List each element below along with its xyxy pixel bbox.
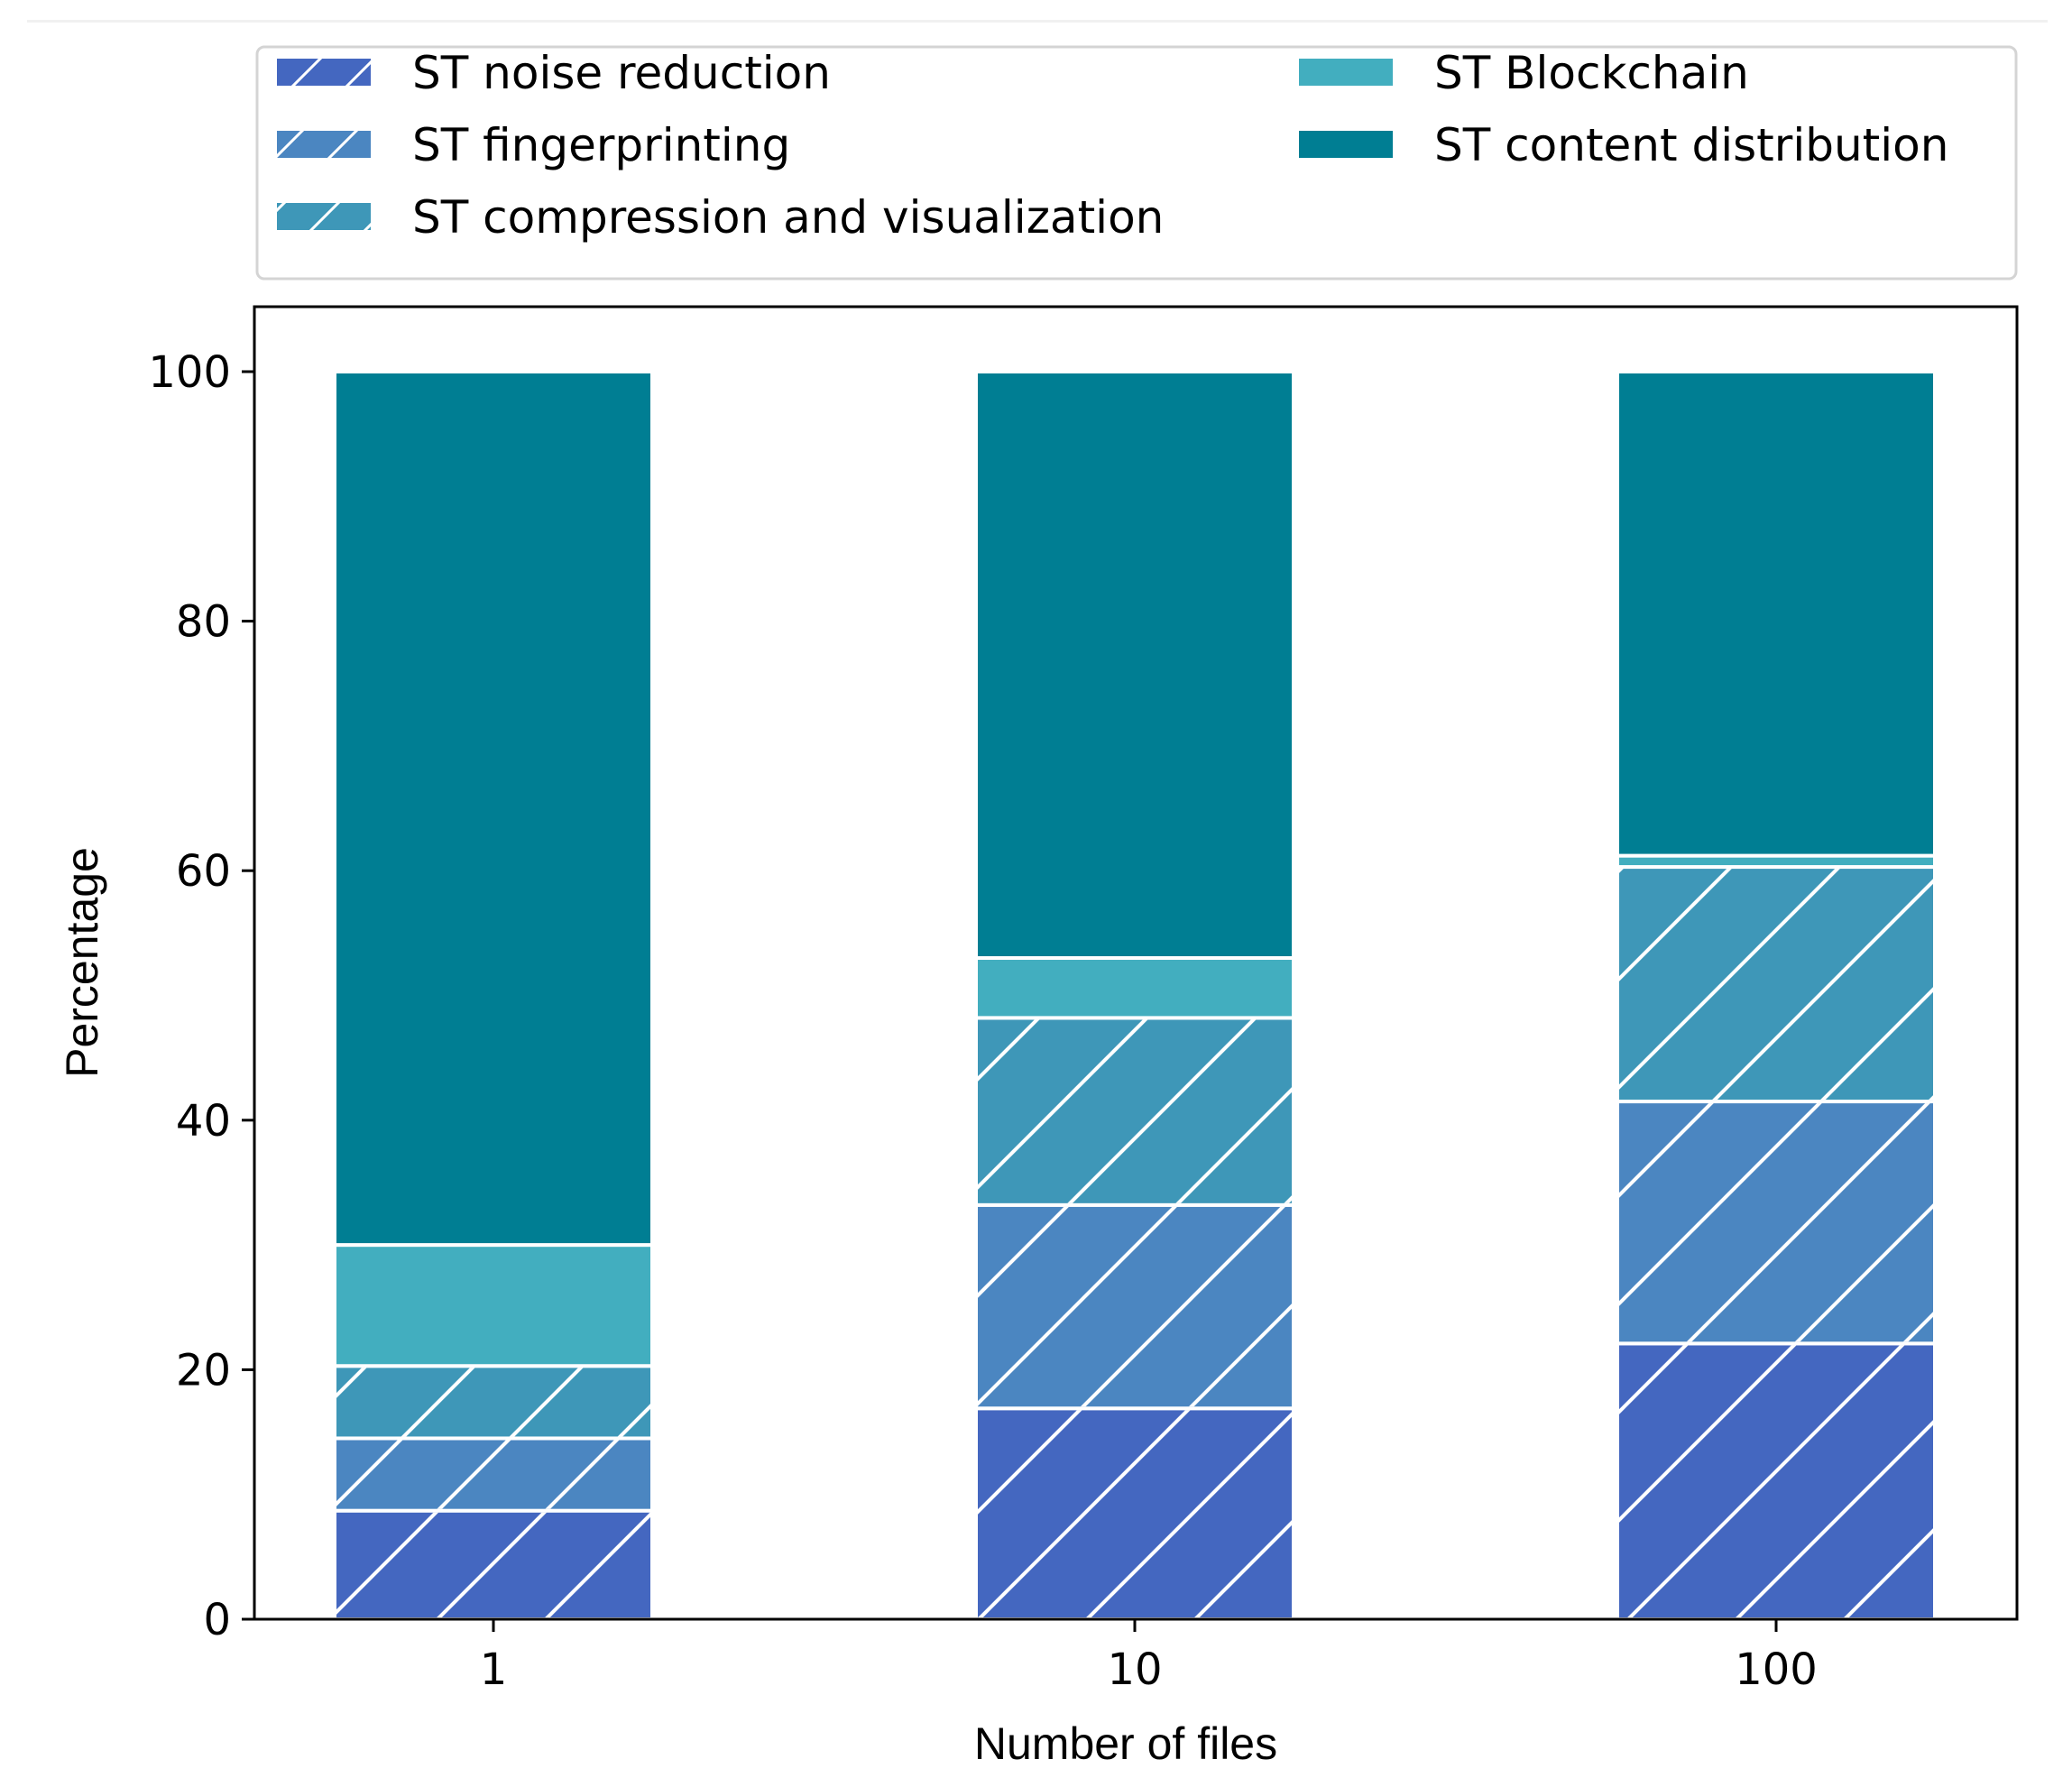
bar-hatch-st-fingerprinting-1 [336,1440,650,1509]
legend-swatch-hatch [277,203,371,230]
x-tick-label: 1 [480,1644,508,1695]
x-tick-label: 100 [1735,1644,1818,1695]
legend-swatch [1299,59,1393,86]
y-tick-label: 40 [176,1096,231,1147]
bar-segment-st-content-distribution-100 [1616,370,1937,858]
bar-hatch-st-compression-and-visualization-10 [978,1019,1292,1203]
top-divider [27,20,2048,23]
legend-label: ST content distribution [1434,119,1948,171]
legend-item-st-compression-and-visualization: ST compression and visualization [277,191,1164,244]
legend-label: ST noise reduction [412,47,831,99]
legend-label: ST Blockchain [1434,47,1749,99]
legend: ST noise reduction ST fingerprinting ST co… [255,45,2018,281]
bar-segment-st-blockchain-10 [974,956,1295,1020]
bar-segment-st-content-distribution-1 [333,370,654,1248]
legend-swatch-hatch [277,59,371,86]
legend-label: ST fingerprinting [412,119,790,171]
legend-label: ST compression and visualization [412,191,1164,244]
bar-hatch-st-fingerprinting-100 [1619,1103,1933,1342]
axes-frame [253,305,2019,1621]
legend-item-st-blockchain: ST Blockchain [1299,47,1749,99]
legend-item-st-fingerprinting: ST fingerprinting [277,119,790,171]
y-tick-label: 60 [176,846,231,897]
legend-swatch-hatch [277,131,371,158]
y-tick-label: 100 [148,347,231,398]
bar-hatch-st-compression-and-visualization-100 [1619,869,1933,1101]
y-tick-label: 80 [176,597,231,648]
legend-frame [255,45,2018,281]
bar-hatch-st-fingerprinting-10 [978,1206,1292,1407]
x-tick-label: 10 [1107,1644,1162,1695]
x-axis-title: Number of files [974,1718,1277,1769]
bar-segment-st-blockchain-1 [333,1243,654,1368]
y-tick-label: 20 [176,1345,231,1396]
y-axis-title: Percentage [57,847,107,1078]
legend-swatch [1299,131,1393,158]
plot-area: 0 20 40 60 80 100 1 10 100 Number of files Perc… [57,305,2019,1769]
bar-hatch-st-noise-reduction-100 [1619,1345,1933,1617]
legend-item-st-noise-reduction: ST noise reduction [277,47,831,99]
bar-hatch-st-noise-reduction-1 [336,1512,650,1617]
legend-item-st-content-distribution: ST content distribution [1299,119,1948,171]
bar-hatch-st-noise-reduction-10 [978,1410,1292,1617]
bar-hatch-st-compression-and-visualization-1 [336,1368,650,1437]
bar-segment-st-content-distribution-10 [974,370,1295,961]
y-tick-label: 0 [203,1595,231,1645]
